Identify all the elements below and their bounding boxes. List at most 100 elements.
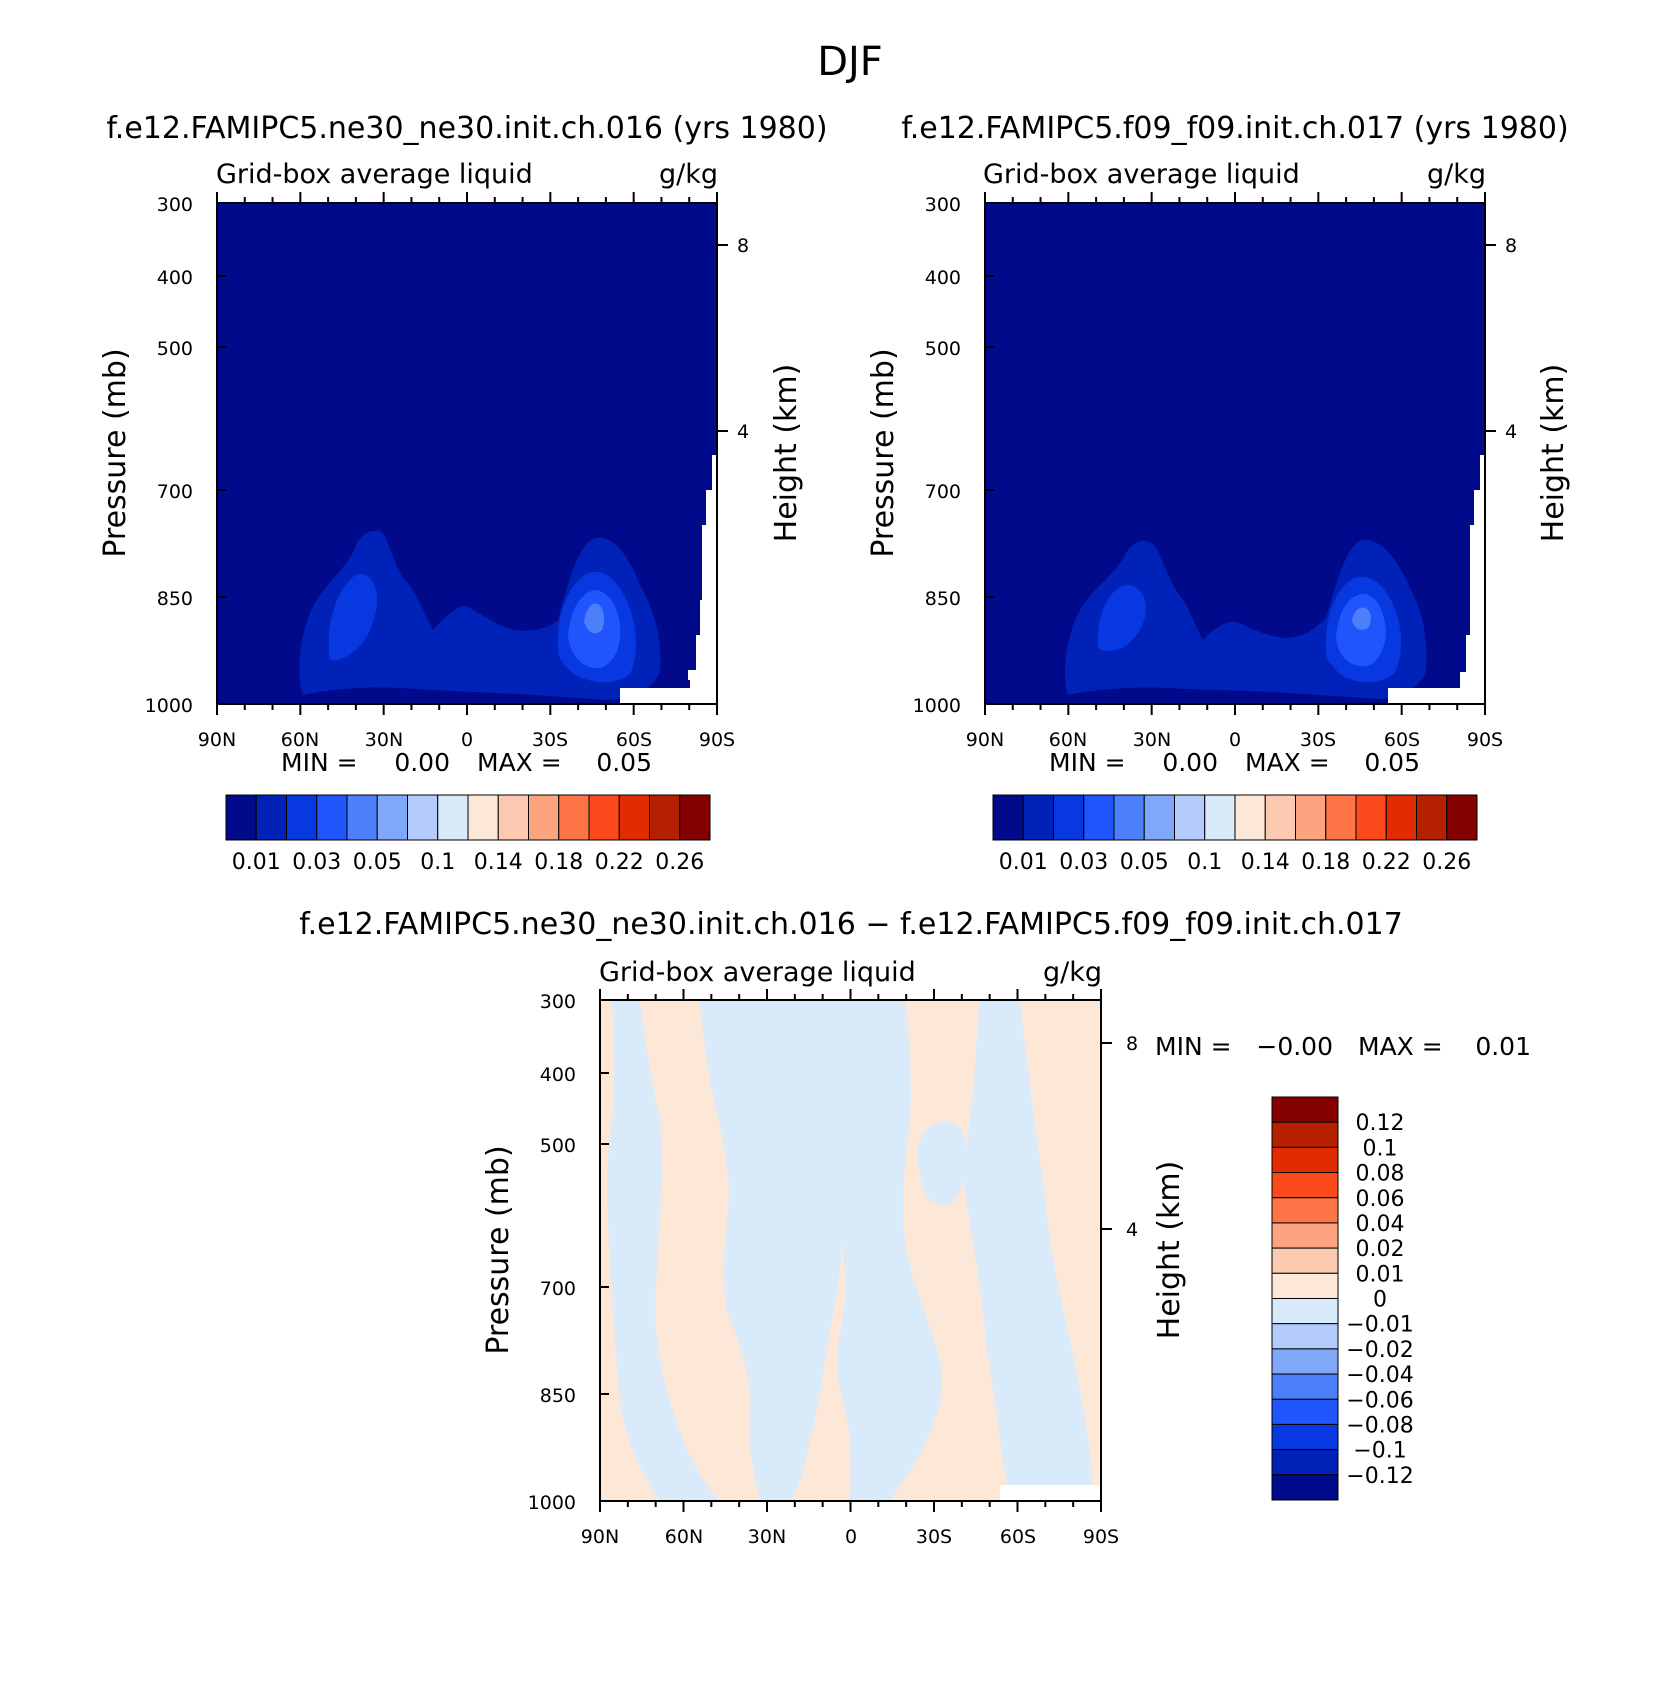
panel-2-max-label: MAX =: [1245, 748, 1330, 777]
colorbar-box: [346, 794, 378, 841]
panel-3-xtick-label-30S: 30S: [916, 1526, 952, 1548]
colorbar-box: [407, 794, 439, 841]
colorbar-box: [528, 794, 560, 841]
colorbar-box: [1295, 794, 1327, 841]
panel-1-colorbar: 0.01 0.03 0.05 0.1 0.14 0.18 0.22 0.26: [225, 794, 711, 875]
panel-3-xtick-label-90S: 90S: [1083, 1526, 1119, 1548]
colorbar-box: [558, 794, 590, 841]
colorbar-box: [1446, 794, 1478, 841]
colorbar-label: 0.1: [420, 850, 455, 875]
panel-2-subtitle-right: g/kg: [1427, 159, 1486, 190]
colorbar-box: [316, 794, 348, 841]
colorbar-box: [1271, 1423, 1339, 1451]
colorbar-label: 0.18: [534, 850, 583, 875]
panel-3-negative-region-d: [964, 1000, 1094, 1501]
panel-1-ytick-label-300: 300: [157, 194, 193, 216]
panel-2-contour-level-3: [1097, 585, 1146, 651]
panel-3-x-axis: 90N 60N 30N 0 30S 60S 90S: [581, 1526, 1119, 1548]
panel-3-ytick-label-500: 500: [540, 1135, 576, 1157]
panel-1-min-value: 0.00: [394, 748, 450, 777]
panel-2-ytick-label-1000: 1000: [913, 695, 961, 717]
colorbar-label: −0.08: [1346, 1413, 1413, 1438]
panel-3-min-label: MIN =: [1155, 1032, 1232, 1061]
panel-2-rtick-label-8: 8: [1505, 235, 1517, 257]
colorbar-box: [497, 794, 529, 841]
panel-1-xtick-label-60S: 60S: [616, 729, 652, 751]
panel-1-ylabel: Pressure (mb): [98, 348, 133, 557]
panel-2-min-label: MIN =: [1049, 748, 1126, 777]
panel-3-ytick-label-850: 850: [540, 1385, 576, 1407]
colorbar-box: [1174, 794, 1206, 841]
panel-2-subtitle-left: Grid-box average liquid: [983, 159, 1300, 190]
panel-3-max-label: MAX =: [1358, 1032, 1443, 1061]
panel-2-ytick-label-700: 700: [925, 481, 961, 503]
panel-2-xtick-label-30S: 30S: [1300, 729, 1336, 751]
colorbar-label: 0.01: [232, 850, 281, 875]
colorbar-box: [1355, 794, 1387, 841]
colorbar-label: 0.1: [1187, 850, 1222, 875]
colorbar-label: 0.03: [1059, 850, 1108, 875]
colorbar-label: 0.05: [1120, 850, 1169, 875]
colorbar-box: [618, 794, 650, 841]
panel-1-field: [217, 203, 717, 704]
colorbar-label: −0.06: [1346, 1388, 1413, 1413]
panel-3-xtick-label-60S: 60S: [1000, 1526, 1036, 1548]
colorbar-label: 0.05: [353, 850, 402, 875]
panel-3-negative-region-b: [700, 1000, 842, 1501]
colorbar-label: 0.22: [595, 850, 644, 875]
colorbar-box: [467, 794, 499, 841]
panel-2-max-value: 0.05: [1364, 748, 1420, 777]
panel-1-xtick-label-0: 0: [461, 729, 473, 751]
colorbar-label: 0: [1373, 1288, 1387, 1313]
colorbar-box: [1325, 794, 1357, 841]
panel-1-ytick-label-700: 700: [157, 481, 193, 503]
colorbar-box: [1083, 794, 1115, 841]
panel-3-colorbar: 0.120.10.080.060.040.020.010−0.01−0.02−0…: [1271, 1096, 1414, 1501]
colorbar-box: [1271, 1474, 1339, 1501]
panel-2-y-axis: 300 400 500 700 850 1000: [913, 194, 994, 717]
colorbar-box: [437, 794, 469, 841]
panel-1: f.e12.FAMIPC5.ne30_ne30.init.ch.016 (yrs…: [98, 111, 828, 875]
panel-2-xtick-label-0: 0: [1229, 729, 1241, 751]
panel-2-xtick-label-90N: 90N: [966, 729, 1004, 751]
colorbar-label: −0.04: [1346, 1363, 1413, 1388]
colorbar-label: 0.22: [1362, 850, 1411, 875]
panel-3-xtick-label-30N: 30N: [748, 1526, 786, 1548]
colorbar-box: [1271, 1096, 1339, 1123]
colorbar-box: [225, 794, 257, 841]
colorbar-label: 0.18: [1301, 850, 1350, 875]
colorbar-box: [588, 794, 620, 841]
panel-2-ytick-label-850: 850: [925, 588, 961, 610]
panel-3-ytick-label-300: 300: [540, 991, 576, 1013]
colorbar-label: 0.14: [1241, 850, 1290, 875]
colorbar-box: [1271, 1172, 1339, 1199]
panel-1-ytick-label-500: 500: [157, 338, 193, 360]
colorbar-label: 0.01: [1356, 1262, 1405, 1287]
colorbar-box: [286, 794, 318, 841]
colorbar-label: −0.1: [1353, 1439, 1406, 1464]
panel-2-missing-region: [1388, 455, 1485, 704]
panel-3-missing-region: [1000, 1485, 1101, 1501]
colorbar-box: [1416, 794, 1448, 841]
panel-2-ylabel: Pressure (mb): [866, 348, 901, 557]
colorbar-box: [992, 794, 1024, 841]
panel-3-title: f.e12.FAMIPC5.ne30_ne30.init.ch.016 − f.…: [299, 907, 1403, 942]
panel-3-max-value: 0.01: [1475, 1032, 1531, 1061]
panel-2-xtick-label-60N: 60N: [1049, 729, 1087, 751]
colorbar-label: 0.01: [999, 850, 1048, 875]
panel-1-contour-level-5: [584, 603, 605, 634]
panel-1-ytick-label-850: 850: [157, 588, 193, 610]
panel-2-xtick-label-30N: 30N: [1133, 729, 1171, 751]
panel-2-xtick-label-90S: 90S: [1467, 729, 1503, 751]
colorbar-box: [1143, 794, 1175, 841]
panel-2-ytick-label-400: 400: [925, 267, 961, 289]
panel-3-negative-region-c: [778, 1000, 942, 1501]
panel-1-xtick-label-90N: 90N: [198, 729, 236, 751]
colorbar-box: [1264, 794, 1296, 841]
panel-1-right-axis: 8 4: [717, 235, 749, 443]
figure-title: DJF: [817, 39, 883, 85]
panel-2-field: [985, 203, 1485, 704]
colorbar-box: [376, 794, 408, 841]
colorbar-label: 0.08: [1356, 1162, 1405, 1187]
panel-1-xtick-label-60N: 60N: [281, 729, 319, 751]
